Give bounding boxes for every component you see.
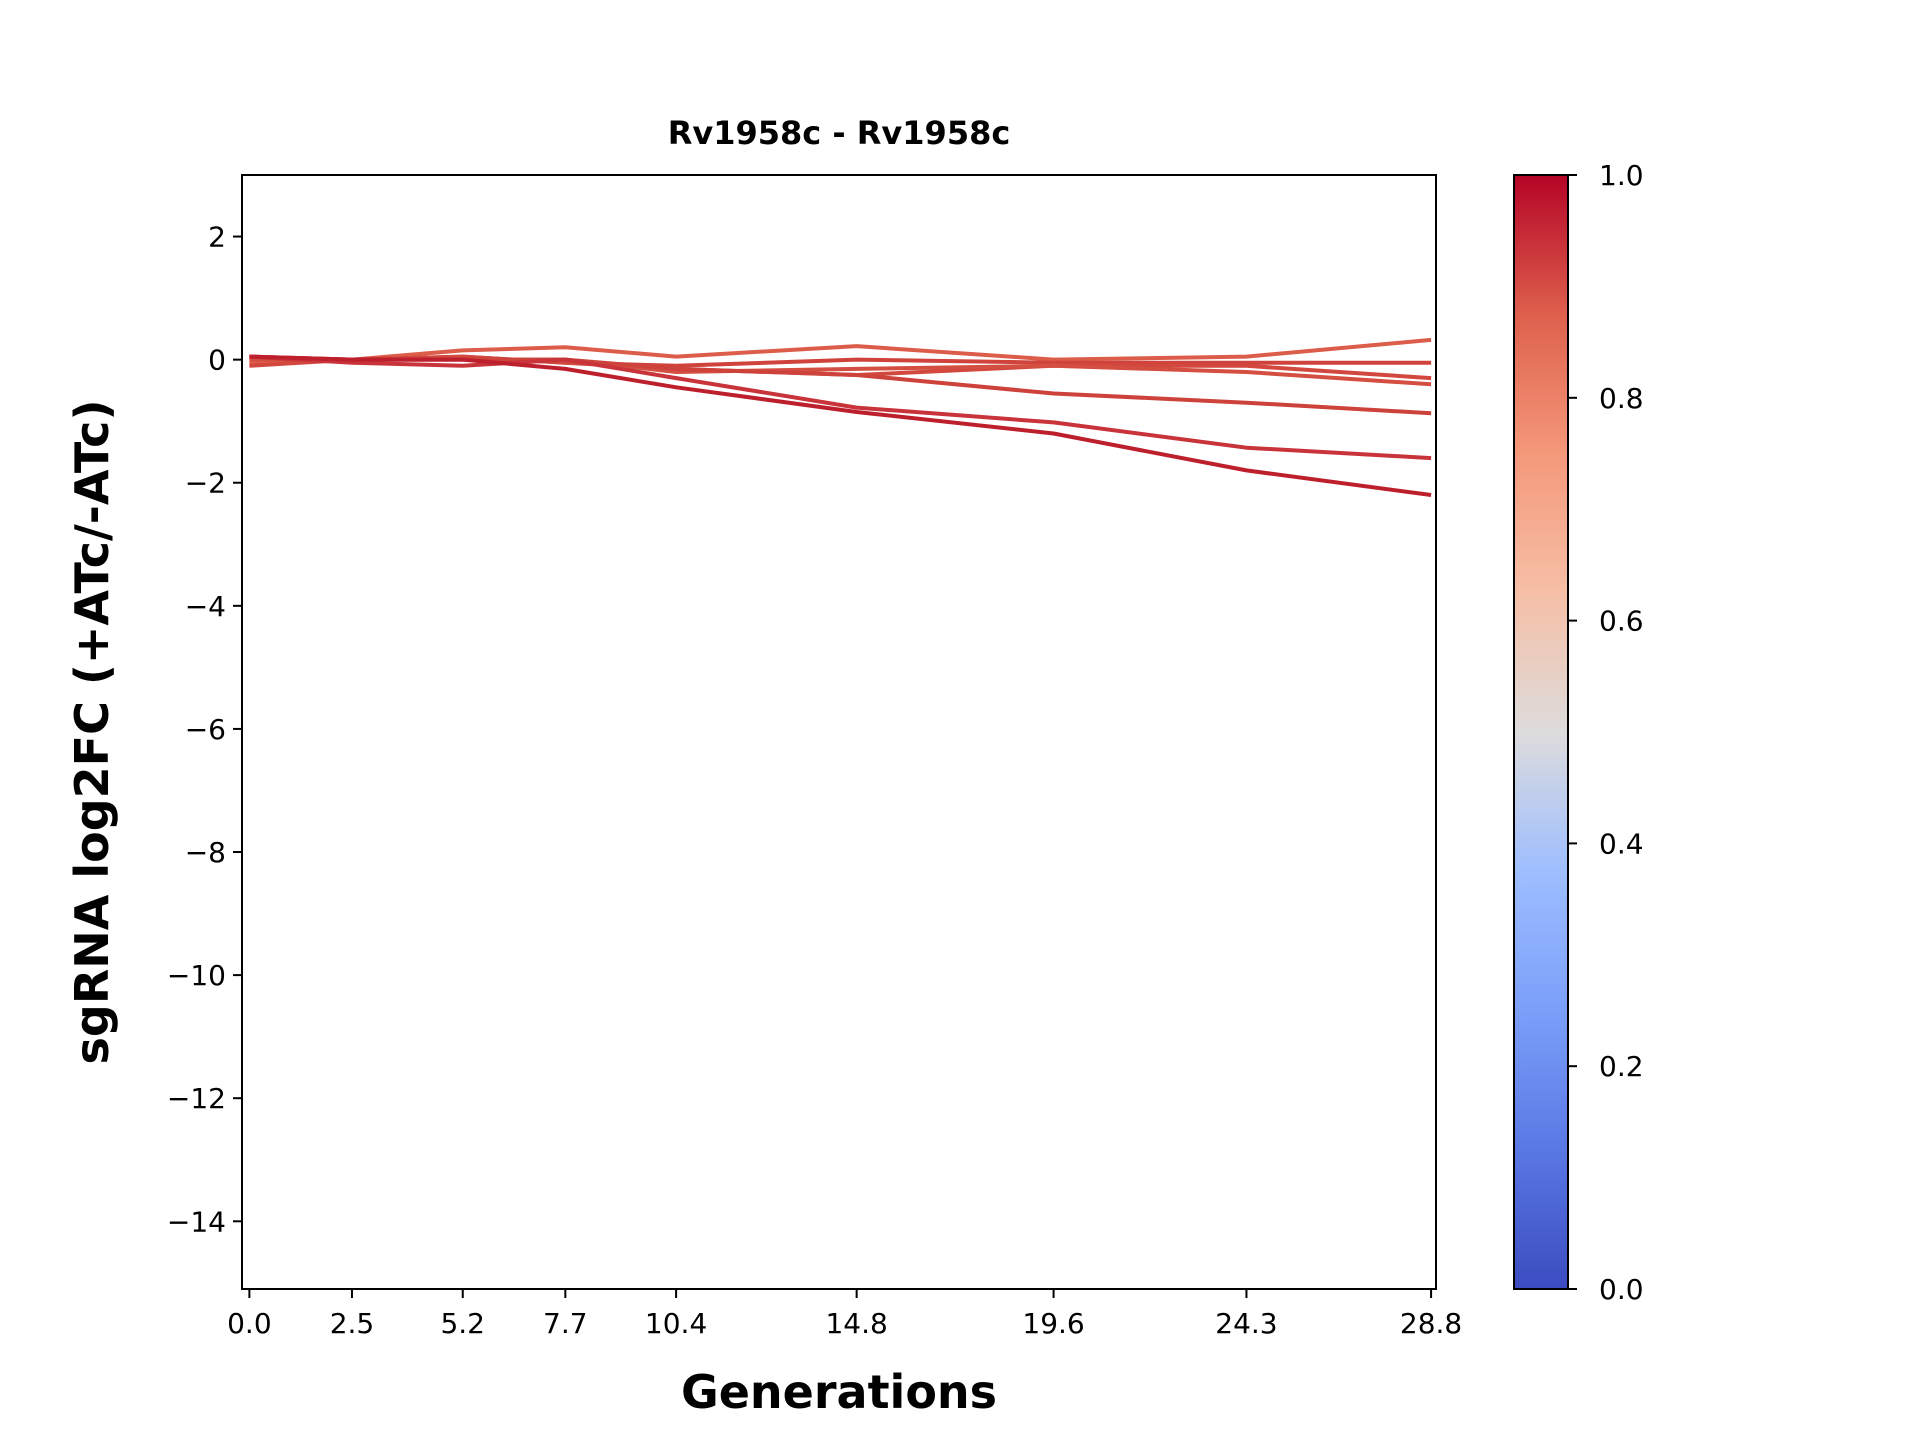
colorbar-tick-label: 0.6 <box>1599 605 1644 638</box>
chart-title: Rv1958c - Rv1958c <box>668 114 1011 152</box>
colorbar <box>1513 174 1569 1290</box>
y-axis-label: sgRNA log2FC (+ATc/-ATc) <box>65 400 119 1065</box>
x-tick-label: 14.8 <box>825 1307 887 1340</box>
x-tick-label: 0.0 <box>227 1307 272 1340</box>
x-tick-label: 10.4 <box>645 1307 707 1340</box>
x-axis-ticks: 0.0 2.5 5.2 7.7 10.4 14.8 19.6 24.3 28.8 <box>227 1289 1462 1340</box>
y-tick-label: 0 <box>208 344 226 377</box>
colorbar-tick-label: 0.4 <box>1599 827 1644 860</box>
y-tick-label: −6 <box>185 713 226 746</box>
y-tick-label: −2 <box>185 467 226 500</box>
series-line-1 <box>249 337 1432 365</box>
x-tick-label: 24.3 <box>1215 1307 1277 1340</box>
y-tick-label: −14 <box>167 1205 226 1238</box>
x-tick-label: 5.2 <box>440 1307 485 1340</box>
colorbar-ticks: 0.0 0.2 0.4 0.6 0.8 1.0 <box>1568 159 1644 1306</box>
colorbar-tick-label: 0.0 <box>1599 1273 1644 1306</box>
series-line-6 <box>249 354 1432 461</box>
series-lines <box>249 337 1432 497</box>
series-line-7 <box>249 354 1432 497</box>
x-tick-label: 7.7 <box>543 1307 588 1340</box>
x-tick-label: 19.6 <box>1022 1307 1084 1340</box>
x-axis-label: Generations <box>681 1365 997 1419</box>
x-tick-label: 2.5 <box>330 1307 375 1340</box>
y-tick-label: −4 <box>185 590 226 623</box>
y-tick-label: −12 <box>167 1082 226 1115</box>
x-tick-label: 28.8 <box>1400 1307 1462 1340</box>
colorbar-tick-label: 0.2 <box>1599 1050 1644 1083</box>
y-tick-label: −8 <box>185 836 226 869</box>
y-axis-ticks: 2 0 −2 −4 −6 −8 −10 −12 −14 <box>167 221 242 1238</box>
y-tick-label: 2 <box>208 221 226 254</box>
y-tick-label: −10 <box>167 959 226 992</box>
colorbar-tick-label: 0.8 <box>1599 382 1644 415</box>
plot-frame <box>241 174 1437 1290</box>
colorbar-tick-label: 1.0 <box>1599 159 1644 192</box>
